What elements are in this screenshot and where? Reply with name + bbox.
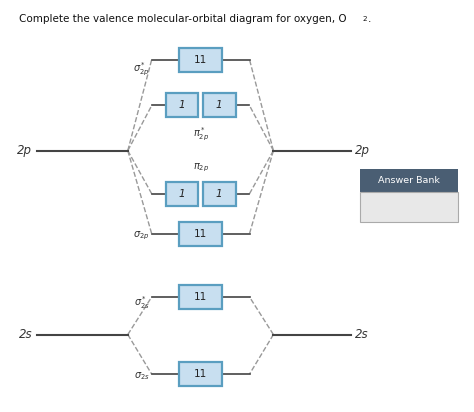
Text: 1: 1 bbox=[179, 189, 185, 199]
Text: 1: 1 bbox=[179, 100, 185, 110]
FancyBboxPatch shape bbox=[410, 198, 440, 216]
Text: 2p: 2p bbox=[356, 144, 370, 157]
FancyBboxPatch shape bbox=[179, 285, 222, 309]
Text: $\sigma^*_{2p}$: $\sigma^*_{2p}$ bbox=[133, 61, 149, 78]
Text: .: . bbox=[368, 14, 371, 24]
FancyBboxPatch shape bbox=[179, 362, 222, 386]
Text: 11: 11 bbox=[194, 55, 207, 65]
FancyBboxPatch shape bbox=[203, 182, 236, 206]
Text: Complete the valence molecular-orbital diagram for oxygen, O: Complete the valence molecular-orbital d… bbox=[18, 14, 346, 24]
FancyBboxPatch shape bbox=[380, 198, 405, 216]
FancyBboxPatch shape bbox=[179, 48, 222, 72]
Text: $\sigma_{2s}$: $\sigma_{2s}$ bbox=[134, 370, 149, 382]
FancyBboxPatch shape bbox=[203, 93, 236, 117]
Text: $\sigma^*_{2s}$: $\sigma^*_{2s}$ bbox=[134, 295, 149, 311]
FancyBboxPatch shape bbox=[179, 222, 222, 246]
Text: 2s: 2s bbox=[356, 328, 369, 341]
Text: Answer Bank: Answer Bank bbox=[378, 176, 440, 185]
Text: 1: 1 bbox=[216, 100, 223, 110]
FancyBboxPatch shape bbox=[360, 169, 458, 192]
FancyBboxPatch shape bbox=[360, 192, 458, 222]
Text: 11: 11 bbox=[194, 292, 207, 302]
FancyBboxPatch shape bbox=[165, 182, 198, 206]
Text: 2p: 2p bbox=[17, 144, 32, 157]
Text: 11: 11 bbox=[194, 229, 207, 239]
FancyBboxPatch shape bbox=[165, 93, 198, 117]
Text: 1: 1 bbox=[216, 189, 223, 199]
Text: 11: 11 bbox=[194, 369, 207, 379]
Text: 11: 11 bbox=[419, 202, 431, 212]
Text: 1: 1 bbox=[389, 202, 395, 212]
Text: $_2$: $_2$ bbox=[362, 14, 368, 24]
Text: $\pi^*_{2p}$: $\pi^*_{2p}$ bbox=[192, 126, 209, 143]
Text: $\pi_{2p}$: $\pi_{2p}$ bbox=[192, 161, 209, 173]
Text: 2s: 2s bbox=[18, 328, 32, 341]
Text: $\sigma_{2p}$: $\sigma_{2p}$ bbox=[133, 229, 149, 242]
